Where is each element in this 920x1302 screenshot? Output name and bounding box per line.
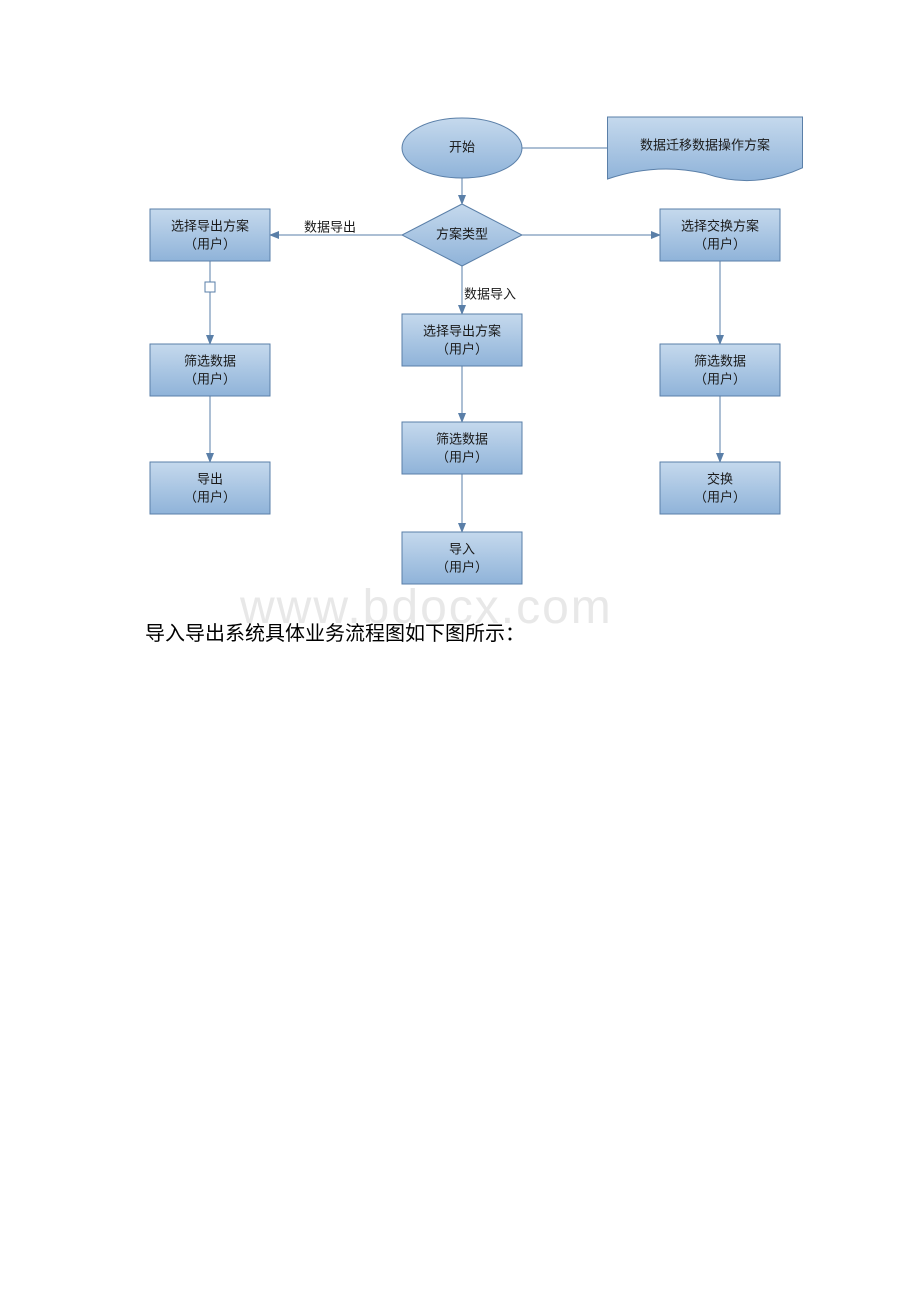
svg-text:导入: 导入 [449, 541, 475, 556]
svg-text:（用户）: （用户） [694, 489, 746, 504]
node-import_do: 导入 （用户） [402, 532, 522, 584]
svg-text:（用户）: （用户） [694, 371, 746, 386]
svg-text:导出: 导出 [197, 471, 223, 486]
svg-text:筛选数据: 筛选数据 [184, 353, 236, 368]
svg-text:数据迁移数据操作方案: 数据迁移数据操作方案 [640, 137, 770, 152]
node-export_select: 选择导出方案 （用户） [150, 209, 270, 261]
node-document: 数据迁移数据操作方案 [608, 117, 803, 181]
svg-text:（用户）: （用户） [184, 489, 236, 504]
svg-text:筛选数据: 筛选数据 [436, 431, 488, 446]
connector-marker [205, 282, 215, 292]
node-import_filter: 筛选数据 （用户） [402, 422, 522, 474]
svg-text:交换: 交换 [707, 471, 733, 486]
edge-decision-export_select: 数据导出 [270, 219, 402, 235]
node-exchange_filter: 筛选数据 （用户） [660, 344, 780, 396]
node-import_select: 选择导出方案 （用户） [402, 314, 522, 366]
svg-text:（用户）: （用户） [436, 559, 488, 574]
node-decision: 方案类型 [402, 204, 522, 266]
svg-text:（用户）: （用户） [694, 236, 746, 251]
node-exchange_do: 交换 （用户） [660, 462, 780, 514]
svg-text:开始: 开始 [449, 139, 475, 154]
svg-text:数据导入: 数据导入 [464, 286, 516, 301]
node-start: 开始 [402, 118, 522, 178]
svg-text:（用户）: （用户） [436, 449, 488, 464]
node-export_filter: 筛选数据 （用户） [150, 344, 270, 396]
svg-text:（用户）: （用户） [184, 236, 236, 251]
svg-text:筛选数据: 筛选数据 [694, 353, 746, 368]
node-export_do: 导出 （用户） [150, 462, 270, 514]
svg-text:方案类型: 方案类型 [436, 226, 488, 241]
svg-text:（用户）: （用户） [436, 341, 488, 356]
node-exchange_select: 选择交换方案 （用户） [660, 209, 780, 261]
svg-text:选择导出方案: 选择导出方案 [423, 323, 501, 338]
caption-text: 导入导出系统具体业务流程图如下图所示： [145, 617, 525, 646]
svg-text:数据导出: 数据导出 [304, 219, 356, 234]
svg-text:选择导出方案: 选择导出方案 [171, 218, 249, 233]
edge-decision-import_select: 数据导入 [462, 266, 516, 314]
svg-text:（用户）: （用户） [184, 371, 236, 386]
flowchart-diagram: 数据导出数据导入 开始数据迁移数据操作方案方案类型选择导出方案（用户）筛选数据（… [0, 0, 920, 700]
svg-text:选择交换方案: 选择交换方案 [681, 218, 759, 233]
